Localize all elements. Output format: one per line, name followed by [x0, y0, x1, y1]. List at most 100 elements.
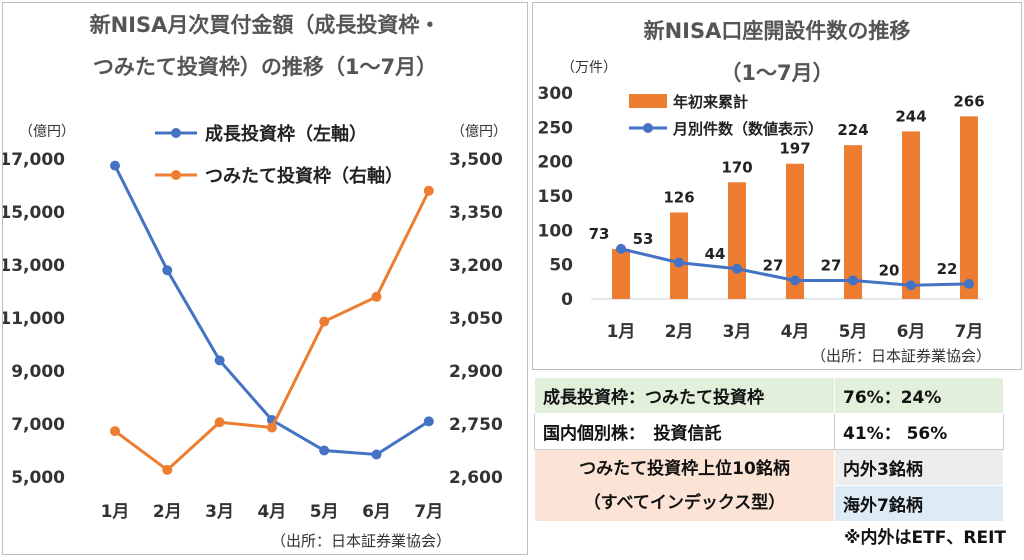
data-point-tsumitate — [214, 417, 225, 428]
line-data-label: 44 — [705, 245, 726, 263]
summary-assets-label: 国内個別株： 投資信託 — [534, 413, 835, 450]
monthly-point — [964, 278, 974, 289]
bar-y-tick-label: 50 — [549, 256, 573, 276]
legend-marker — [171, 170, 181, 180]
left-y-tick-label: 9,000 — [11, 362, 65, 382]
summary-note: ※内外はETF、REIT — [844, 528, 1006, 548]
top10-foreign: 海外7銘柄 — [834, 485, 1004, 522]
left-chart-title-line2: つみたて投資枠）の推移（1〜7月） — [92, 55, 438, 79]
legend-label: 成長投資枠（左軸） — [205, 123, 367, 145]
bar-data-label: 126 — [663, 188, 694, 206]
right-y-tick-label: 3,050 — [449, 309, 503, 329]
left-y-unit-left: （億円） — [19, 124, 75, 140]
top10-label-line2: （すべてインデックス型） — [583, 492, 786, 513]
line-data-label: 20 — [879, 261, 900, 279]
x-tick-label: 3月 — [205, 502, 234, 522]
right-y-tick-label: 2,750 — [449, 415, 503, 435]
bar-cumulative — [960, 116, 978, 299]
x-tick-label: 1月 — [101, 502, 130, 522]
data-point-tsumitate — [371, 291, 382, 302]
top10-label: つみたて投資枠上位10銘柄 （すべてインデックス型） — [534, 449, 835, 522]
data-point-tsumitate — [110, 426, 120, 437]
legend-bar-label: 年初来累計 — [673, 93, 748, 111]
monthly-point — [616, 243, 626, 254]
bar-y-tick-label: 100 — [538, 221, 574, 241]
left-chart-title-line1: 新NISA月次買付金額（成長投資枠・ — [89, 13, 441, 37]
line-data-label: 27 — [821, 256, 842, 274]
x-tick-label: 5月 — [310, 502, 339, 522]
right-y-tick-label: 2,900 — [449, 362, 503, 382]
left-y-tick-label: 17,000 — [3, 150, 65, 170]
bar-y-tick-label: 150 — [538, 187, 574, 207]
line-data-label: 22 — [937, 260, 958, 278]
bar-x-tick-label: 1月 — [607, 322, 636, 342]
bar-x-tick-label: 4月 — [781, 322, 810, 342]
data-point-tsumitate — [319, 316, 330, 327]
series-line-growth — [113, 164, 430, 457]
monthly-point — [906, 280, 916, 291]
left-y-unit-right: （億円） — [451, 124, 507, 140]
data-point-tsumitate — [423, 185, 434, 196]
left-y-tick-label: 5,000 — [11, 468, 65, 488]
bar-data-label: 170 — [721, 158, 752, 176]
bar-x-tick-label: 6月 — [897, 322, 926, 342]
data-point-growth — [371, 449, 382, 460]
summary-ratio-value: 76%：24% — [834, 377, 1004, 414]
bar-data-label: 224 — [837, 121, 868, 139]
right-y-tick-label: 3,500 — [449, 150, 503, 170]
data-point-growth — [110, 160, 120, 171]
summary-table: 成長投資枠：つみたて投資枠 76%：24% 国内個別株： 投資信託 41%： 5… — [534, 377, 1004, 522]
x-tick-label: 7月 — [414, 502, 443, 522]
bar-cumulative — [902, 131, 920, 299]
bar-data-label: 73 — [589, 225, 610, 243]
data-point-growth — [162, 265, 173, 276]
line-data-label: 27 — [763, 256, 784, 274]
bar-cumulative — [844, 145, 862, 299]
right-bar-chart: 0 50 100 150 200 250 300 73 126 170 197 224 244 266 53… — [538, 84, 985, 342]
monthly-point — [732, 263, 742, 274]
left-y-tick-label: 13,000 — [3, 256, 65, 276]
left-y-tick-label: 7,000 — [11, 415, 65, 435]
right-y-tick-label: 3,350 — [449, 203, 503, 223]
legend-line-marker — [643, 123, 653, 133]
bar-y-tick-label: 0 — [561, 290, 573, 310]
right-chart-title-line2: （1〜7月） — [720, 61, 834, 85]
right-chart-title-line1: 新NISA口座開設件数の推移 — [643, 19, 911, 43]
bar-x-tick-label: 5月 — [839, 322, 868, 342]
left-line-chart: 5,000 7,000 9,000 11,000 13,000 15,000 17,000 2… — [3, 123, 503, 522]
bar-data-label: 244 — [895, 107, 926, 125]
right-y-unit: （万件） — [561, 60, 617, 76]
line-data-label: 53 — [633, 230, 654, 248]
right-y-tick-label: 2,600 — [449, 468, 503, 488]
legend-label: つみたて投資枠（右軸） — [205, 165, 403, 187]
bar-data-label: 266 — [953, 92, 984, 110]
bar-cumulative — [728, 182, 746, 299]
right-chart-source: （出所：日本証券業協会） — [811, 347, 992, 365]
bar-x-tick-label: 2月 — [665, 322, 694, 342]
bar-y-tick-label: 300 — [538, 84, 574, 104]
data-point-growth — [214, 355, 225, 366]
summary-assets-value: 41%： 56% — [834, 413, 1004, 450]
right-chart-panel: 新NISA口座開設件数の推移 （1〜7月） （万件） 0 50 100 150 200 2… — [532, 2, 1022, 370]
left-chart-source: （出所：日本証券業協会） — [271, 532, 452, 550]
summary-row-ratio: 成長投資枠：つみたて投資枠 76%：24% — [534, 377, 1004, 414]
data-point-tsumitate — [162, 464, 173, 475]
bar-y-tick-label: 250 — [538, 118, 574, 138]
top10-domestic-foreign: 内外3銘柄 — [834, 449, 1004, 486]
bar-data-label: 197 — [779, 140, 810, 158]
legend-marker — [171, 128, 181, 138]
summary-row-top10-a: つみたて投資枠上位10銘柄 （すべてインデックス型） 内外3銘柄 — [534, 449, 1004, 522]
summary-ratio-label: 成長投資枠：つみたて投資枠 — [534, 377, 835, 414]
summary-row-assets: 国内個別株： 投資信託 41%： 56% — [534, 413, 1004, 450]
left-y-tick-label: 15,000 — [3, 203, 65, 223]
bar-y-tick-label: 200 — [538, 153, 574, 173]
data-point-tsumitate — [266, 422, 277, 433]
legend-line-label: 月別件数（数値表示） — [672, 120, 823, 138]
top10-label-line1: つみたて投資枠上位10銘柄 — [579, 458, 790, 479]
summary-row-top10-b: 海外7銘柄 — [535, 485, 1004, 522]
bar-cumulative — [612, 248, 630, 299]
bar-cumulative — [670, 212, 688, 299]
legend-bar-swatch — [629, 94, 667, 108]
bar-x-tick-label: 3月 — [723, 322, 752, 342]
monthly-point — [848, 275, 858, 286]
